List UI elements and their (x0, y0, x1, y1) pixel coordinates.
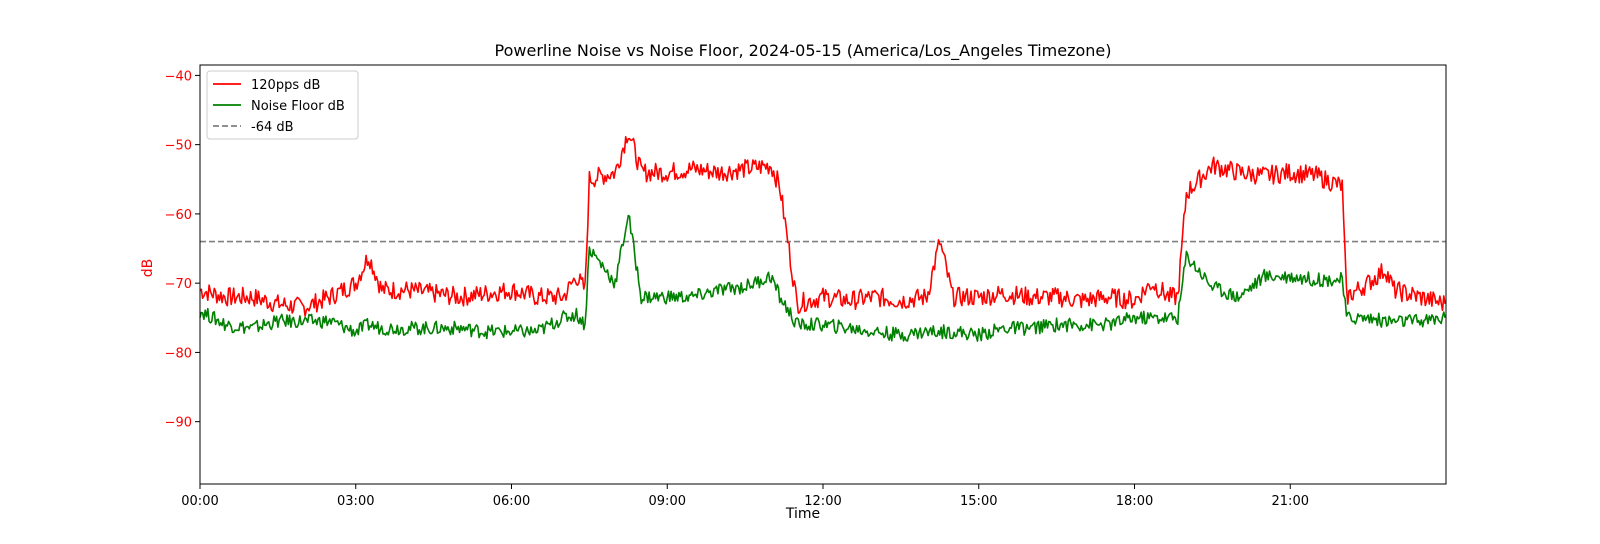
x-tick-label: 18:00 (1116, 494, 1153, 509)
x-tick-label: 09:00 (649, 494, 686, 509)
x-tick-label: 00:00 (181, 494, 218, 509)
series-line-120pps-db (199, 136, 1446, 317)
chart-title: Powerline Noise vs Noise Floor, 2024-05-… (495, 41, 1112, 61)
x-axis-label: Time (785, 506, 820, 522)
series-line-noise-floor-db (199, 214, 1446, 342)
y-tick-label: −70 (165, 277, 192, 292)
y-tick-label: −50 (165, 139, 192, 154)
x-tick-label: 21:00 (1272, 494, 1309, 509)
legend-box (206, 70, 359, 140)
x-tick-label: 03:00 (337, 494, 374, 509)
legend-item-label: 120pps dB (251, 78, 320, 93)
y-tick-label: −80 (165, 346, 192, 361)
y-tick-label: −40 (165, 69, 192, 84)
x-tick-label: 12:00 (804, 494, 841, 509)
legend-item-label: -64 dB (251, 120, 294, 135)
y-axis-label: dB (140, 259, 156, 278)
y-tick-label: −90 (165, 416, 192, 431)
y-tick-label: −60 (165, 208, 192, 223)
x-tick-label: 06:00 (493, 494, 530, 509)
x-tick-label: 15:00 (960, 494, 997, 509)
legend-item-label: Noise Floor dB (251, 99, 345, 114)
